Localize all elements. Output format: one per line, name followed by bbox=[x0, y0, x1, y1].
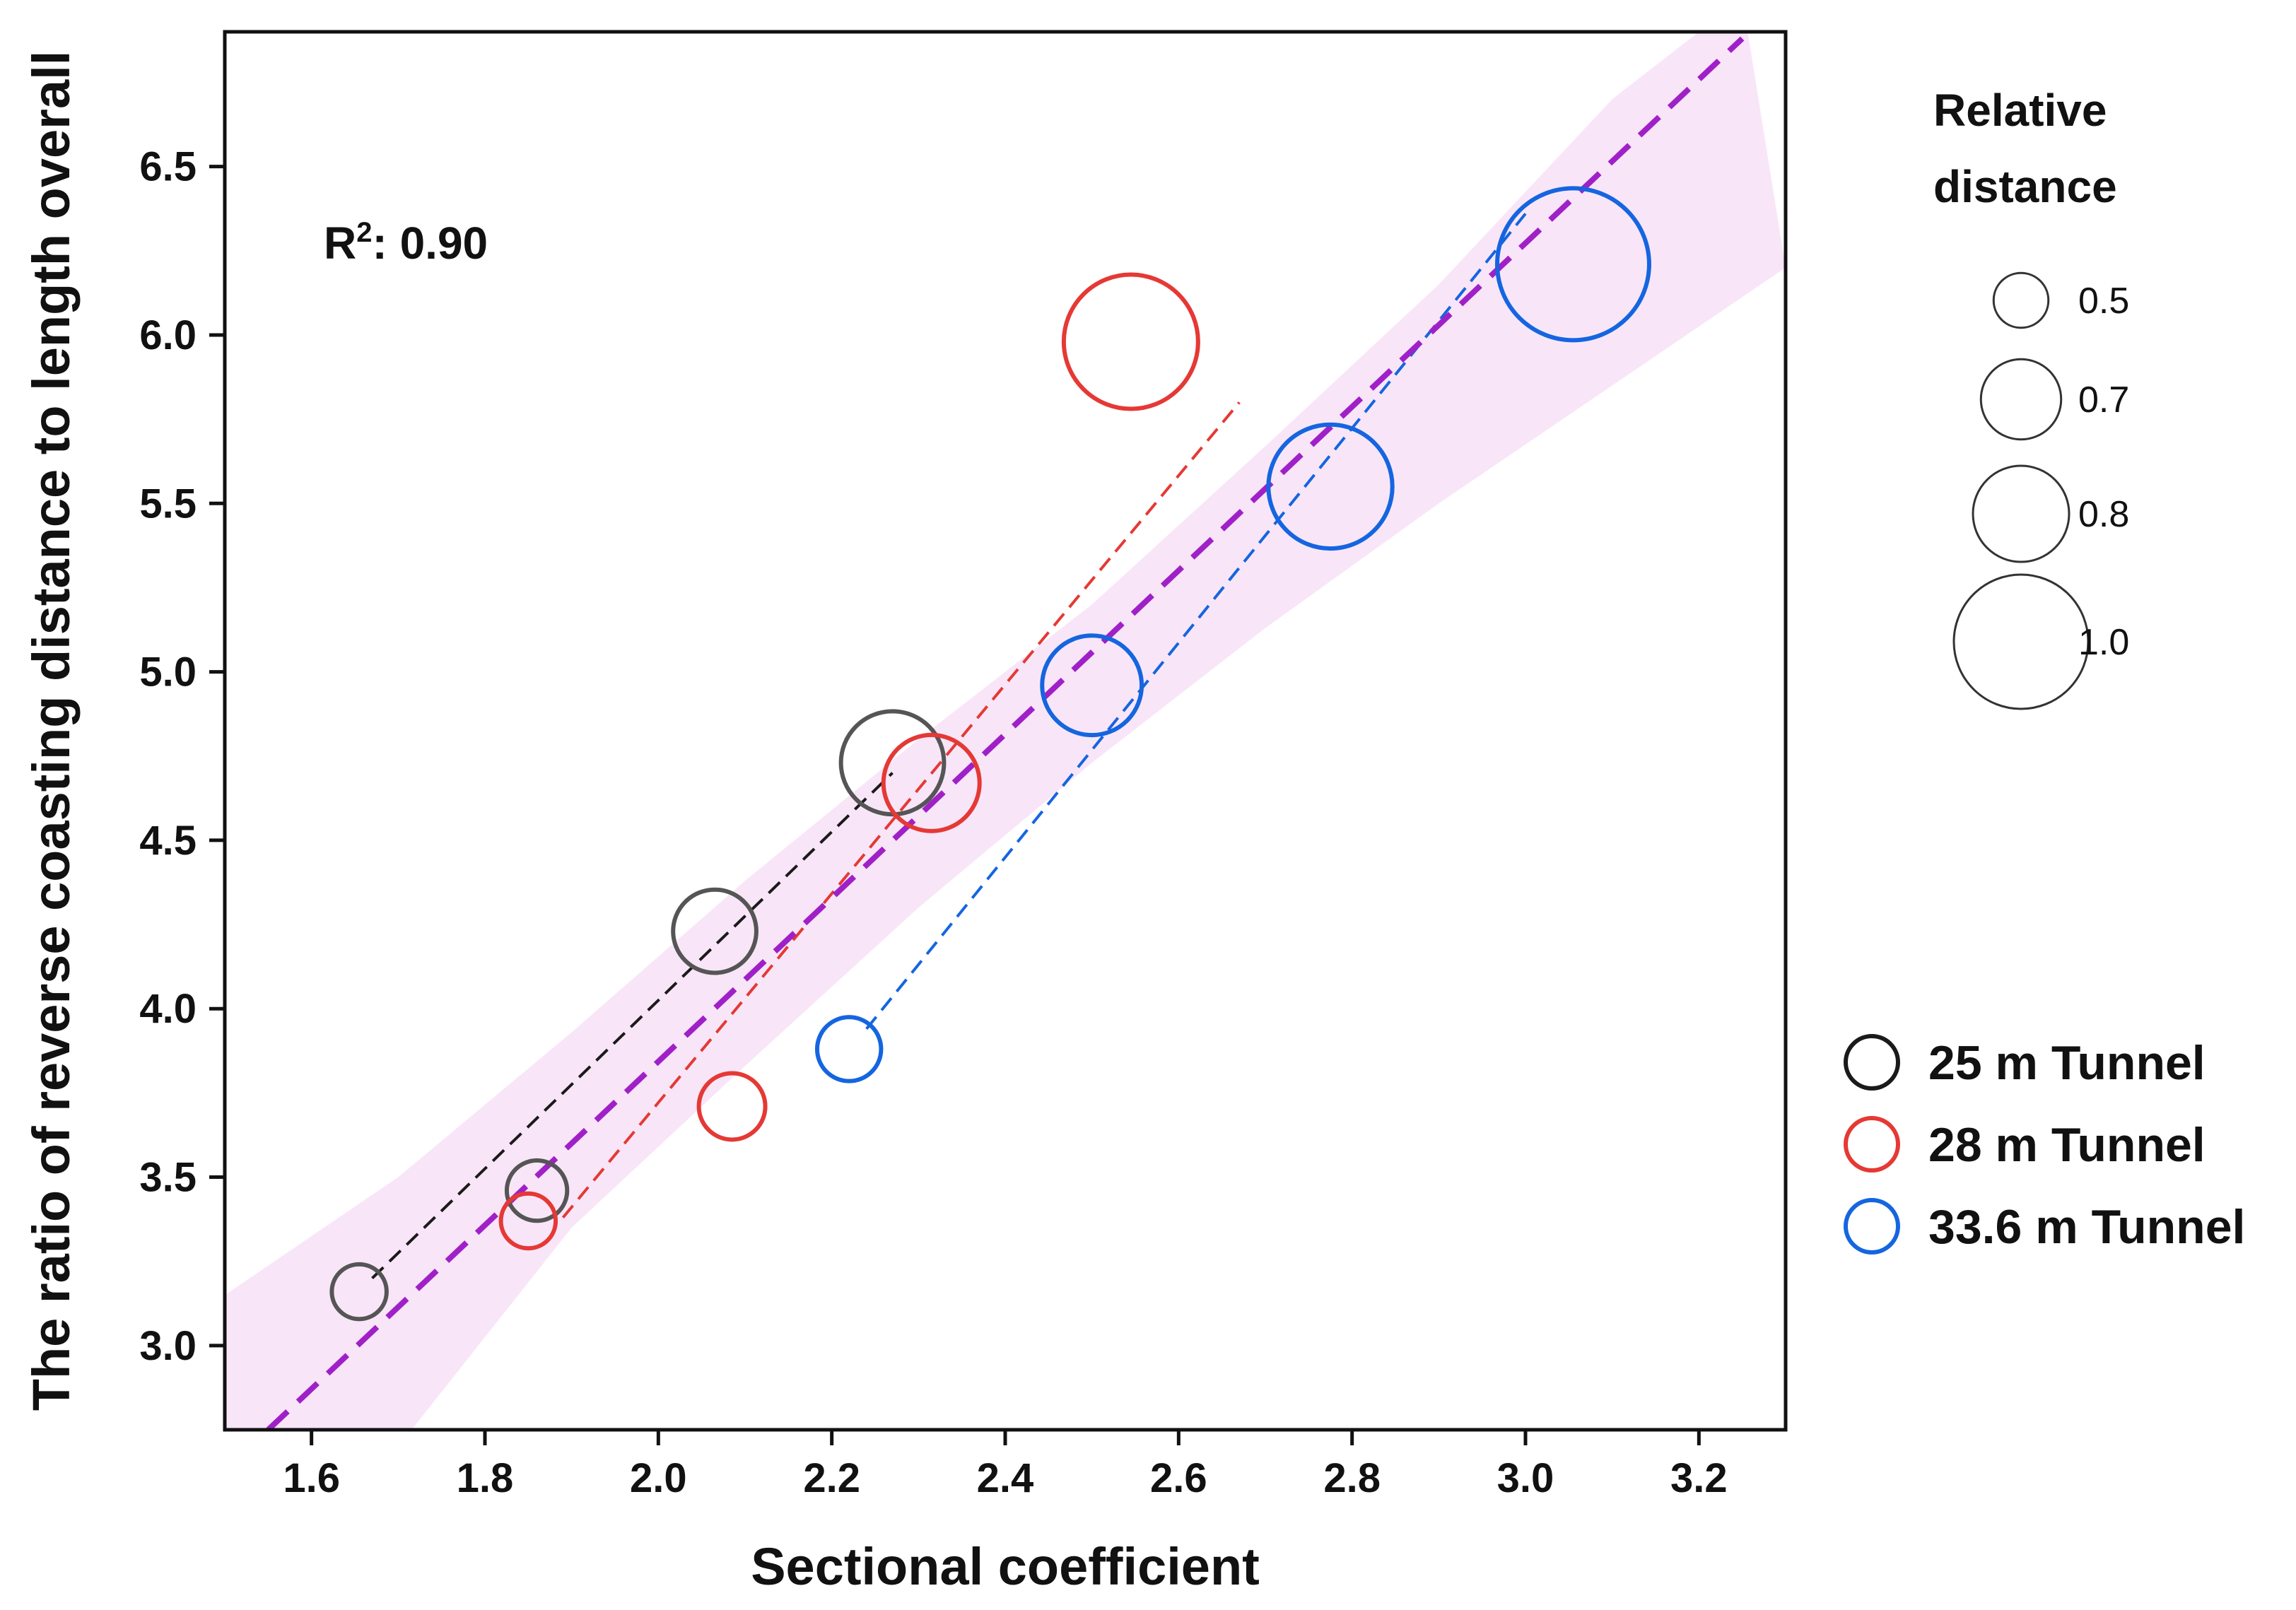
x-tick-label: 2.6 bbox=[1150, 1455, 1207, 1501]
x-tick-label: 2.2 bbox=[803, 1455, 860, 1501]
x-tick-label: 2.0 bbox=[630, 1455, 687, 1501]
series-3-point-3 bbox=[1266, 422, 1395, 551]
series-3-point-4 bbox=[1494, 186, 1651, 343]
x-tick-label: 3.2 bbox=[1670, 1455, 1728, 1501]
series-1-point-1 bbox=[329, 1262, 389, 1322]
legend-marker-series-2 bbox=[1844, 1116, 1900, 1173]
series-legend: 25 m Tunnel 28 m Tunnel 33.6 m Tunnel bbox=[1844, 1034, 2245, 1254]
y-tick-label: 6.0 bbox=[139, 312, 197, 358]
legend-label-series-1: 25 m Tunnel bbox=[1928, 1036, 2206, 1090]
y-axis-title: The ratio of reverse coasting distance t… bbox=[22, 51, 81, 1411]
size-legend-label: 0.7 bbox=[2078, 380, 2129, 421]
size-legend-marker bbox=[1952, 573, 2090, 710]
size-legend-label: 1.0 bbox=[2078, 622, 2129, 663]
r-squared-annotation: R2: 0.90 bbox=[324, 217, 488, 269]
size-legend-marker bbox=[1979, 358, 2063, 441]
series-1-fit-line bbox=[371, 772, 894, 1279]
series-2-fit-line bbox=[561, 401, 1241, 1219]
y-tick-label: 5.5 bbox=[139, 481, 197, 527]
y-tick-label: 3.0 bbox=[139, 1323, 197, 1369]
legend-marker-series-1 bbox=[1844, 1034, 1900, 1091]
series-3-point-2 bbox=[1040, 633, 1144, 738]
legend-label-series-3: 33.6 m Tunnel bbox=[1928, 1200, 2245, 1254]
size-legend-title-line2: distance bbox=[1933, 161, 2117, 212]
x-tick-label: 2.4 bbox=[977, 1455, 1034, 1501]
data-points bbox=[329, 186, 1651, 1322]
size-legend-items: 0.5 0.7 0.8 1.0 bbox=[1952, 271, 2129, 710]
y-tick-label: 3.5 bbox=[139, 1155, 197, 1201]
y-tick-label: 5.0 bbox=[139, 650, 197, 695]
x-tick-label: 2.8 bbox=[1323, 1455, 1381, 1501]
size-legend-label: 0.8 bbox=[2078, 494, 2129, 535]
y-tick-label: 4.0 bbox=[139, 986, 197, 1032]
series-2-point-2 bbox=[696, 1071, 768, 1142]
x-tick-label: 1.6 bbox=[283, 1455, 340, 1501]
series-3-point-1 bbox=[814, 1015, 884, 1083]
series-2-point-4 bbox=[1061, 272, 1200, 411]
size-legend: Relative distance 0.5 0.7 0.8 1.0 bbox=[1933, 85, 2129, 710]
size-legend-marker bbox=[1972, 464, 2070, 563]
legend-marker-series-3 bbox=[1844, 1198, 1900, 1254]
series-1-point-2 bbox=[504, 1158, 570, 1223]
x-tick-label: 1.8 bbox=[457, 1455, 514, 1501]
y-tick-label: 4.5 bbox=[139, 818, 197, 864]
x-axis-title: Sectional coefficient bbox=[751, 1537, 1260, 1596]
size-legend-title-line1: Relative bbox=[1933, 85, 2107, 136]
legend-label-series-2: 28 m Tunnel bbox=[1928, 1118, 2206, 1172]
y-tick-label: 6.5 bbox=[139, 144, 197, 190]
confidence-band-layer bbox=[225, 32, 1786, 1430]
x-axis-ticks: 1.6 1.8 2.0 2.2 2.4 2.6 2.8 3.0 3.2 bbox=[283, 1430, 1728, 1501]
series-2-point-1 bbox=[498, 1191, 558, 1251]
x-tick-label: 3.0 bbox=[1497, 1455, 1554, 1501]
confidence-band bbox=[225, 32, 1786, 1430]
series-1-point-3 bbox=[671, 887, 758, 975]
y-axis-ticks: 3.0 3.5 4.0 4.5 5.0 5.5 6.0 6.5 bbox=[139, 144, 225, 1369]
series-2-point-3 bbox=[881, 732, 982, 833]
size-legend-label: 0.5 bbox=[2078, 281, 2129, 322]
size-legend-marker bbox=[1992, 271, 2050, 329]
